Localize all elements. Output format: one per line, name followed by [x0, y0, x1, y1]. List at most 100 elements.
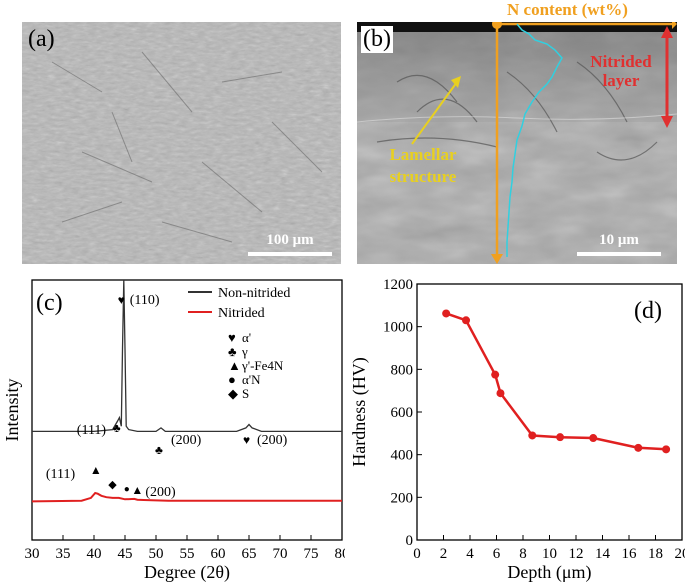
- peak-label-5: (200): [145, 485, 176, 500]
- hardness-point-8: [662, 445, 671, 454]
- lamellar-pointer-head: [451, 76, 461, 88]
- y-tick-label-d: 400: [391, 448, 414, 464]
- hardness-point-5: [556, 433, 565, 442]
- y-tick-label-d: 200: [391, 490, 414, 506]
- lamellar-line2: structure: [389, 167, 457, 186]
- origin-dot: [492, 22, 502, 29]
- scale-bar-line-b: [577, 252, 661, 256]
- phase-name-4: S: [242, 386, 249, 401]
- y-axis-label-c: Intensity: [2, 379, 22, 442]
- x-tick-label-c: 70: [273, 546, 288, 562]
- peak-symbol-5: ▲: [131, 483, 143, 497]
- y-tick-label-d: 0: [406, 533, 414, 549]
- panel-b-micrograph: (b) N content (wt%) Nitrided layer Lamel…: [356, 0, 678, 264]
- scale-bar-label-a: 100 μm: [266, 232, 314, 248]
- peak-symbol-diamond: ◆: [108, 479, 117, 491]
- lamellar-line1: Lamellar: [389, 145, 457, 164]
- x-tick-label-c: 35: [56, 546, 71, 562]
- x-tick-label-d: 10: [542, 546, 557, 562]
- phase-symbol-2: ▲: [228, 358, 241, 373]
- y-tick-label-d: 800: [391, 362, 414, 378]
- lamellar-pointer: [411, 81, 458, 145]
- x-tick-label-d: 8: [519, 546, 527, 562]
- scale-bar-line-a: [248, 252, 332, 256]
- panel-b-label: (b): [361, 26, 393, 53]
- x-tick-label-d: 12: [569, 546, 584, 562]
- hardness-point-4: [528, 431, 537, 440]
- x-tick-label-c: 30: [25, 546, 40, 562]
- x-tick-label-d: 16: [622, 546, 638, 562]
- hardness-point-6: [589, 434, 598, 443]
- peak-symbol-dot: ●: [124, 484, 130, 495]
- y-tick-label-d: 1200: [383, 277, 413, 293]
- panel-b-scale-bar: 10 μm: [577, 232, 661, 258]
- phase-symbol-4: ◆: [228, 386, 238, 401]
- depth-arrowhead-down: [491, 254, 503, 264]
- x-tick-label-d: 4: [466, 546, 474, 562]
- y-axis-label-d: Hardness (HV): [349, 357, 370, 466]
- nitrided-arrow-up: [661, 26, 673, 38]
- x-tick-label-c: 60: [211, 546, 226, 562]
- legend-entry-0: Non-nitrided: [218, 286, 290, 301]
- scale-bar-label-b: 10 μm: [599, 232, 639, 248]
- phase-symbol-1: ♣: [228, 344, 237, 359]
- n-content-label: N content (wt%): [507, 0, 628, 19]
- phase-name-1: γ: [241, 344, 248, 359]
- hardness-point-0: [442, 309, 451, 318]
- nitrided-layer-line2: layer: [602, 71, 640, 90]
- x-tick-label-d: 2: [440, 546, 448, 562]
- x-tick-label-d: 20: [675, 546, 685, 562]
- y-tick-label-d: 1000: [383, 320, 413, 336]
- hardness-point-2: [491, 370, 500, 379]
- peak-label-0: (110): [130, 293, 160, 308]
- x-tick-label-c: 80: [335, 546, 346, 562]
- phase-symbol-3: ●: [228, 372, 236, 387]
- n-content-arrowhead-right: [672, 22, 677, 29]
- panel-c-label: (c): [36, 290, 63, 316]
- peak-symbol-1: ♣: [113, 421, 121, 435]
- xrd-chart: 30 35 40 45 50 55 60 65 70 75 80 Degree (2θ) Intensi…: [2, 279, 346, 582]
- legend-entry-1: Nitrided: [218, 306, 265, 321]
- peak-label-1: (111): [77, 423, 107, 438]
- panel-a-micrograph: (a) 100 μm: [22, 22, 341, 264]
- x-tick-label-c: 75: [304, 546, 319, 562]
- peak-symbol-0: ♥: [118, 293, 125, 307]
- hardness-point-3: [496, 389, 505, 398]
- phase-symbol-0: ♥: [228, 330, 236, 345]
- peak-label-2: (200): [171, 433, 202, 448]
- lamellar-label: Lamellar structure: [373, 144, 473, 188]
- x-tick-label-d: 6: [493, 546, 501, 562]
- x-tick-label-c: 55: [180, 546, 195, 562]
- phase-name-0: α': [242, 330, 251, 345]
- x-tick-label-d: 14: [595, 546, 611, 562]
- hardness-point-7: [634, 443, 643, 452]
- panel-a-scale-bar: 100 μm: [248, 232, 332, 258]
- panel-d-label: (d): [634, 298, 662, 324]
- x-tick-label-d: 18: [648, 546, 663, 562]
- panel-a-label: (a): [28, 26, 55, 52]
- x-tick-label-c: 50: [149, 546, 164, 562]
- hardness-chart: 02468101214161820020040060080010001200De…: [349, 277, 685, 582]
- peak-symbol-2: ♣: [155, 443, 163, 457]
- hardness-line: [445, 312, 667, 451]
- panel-b-overlay: [411, 22, 677, 264]
- y-tick-label-d: 600: [391, 405, 414, 421]
- x-tick-label-c: 45: [118, 546, 133, 562]
- x-tick-label-d: 0: [413, 546, 421, 562]
- nitrided-layer-label: Nitrided layer: [581, 52, 661, 90]
- hardness-point-1: [462, 316, 471, 325]
- n-content-profile: [506, 23, 563, 257]
- x-axis-label-d: Depth (μm): [507, 562, 591, 582]
- peak-label-4: (111): [46, 467, 76, 482]
- xrd-series-nitrided: [31, 491, 342, 503]
- xrd-series-non-nitrided: [32, 279, 342, 433]
- x-tick-label-c: 40: [87, 546, 102, 562]
- phase-name-3: α'N: [242, 372, 261, 387]
- peak-label-3: (200): [257, 433, 288, 448]
- nitrided-layer-line1: Nitrided: [590, 52, 652, 71]
- x-tick-label-c: 65: [242, 546, 257, 562]
- x-axis-label-c: Degree (2θ): [144, 562, 230, 582]
- nitrided-arrow-down: [661, 116, 673, 128]
- peak-symbol-3: ♥: [243, 433, 250, 447]
- phase-name-2: γ'-Fe4N: [241, 358, 284, 373]
